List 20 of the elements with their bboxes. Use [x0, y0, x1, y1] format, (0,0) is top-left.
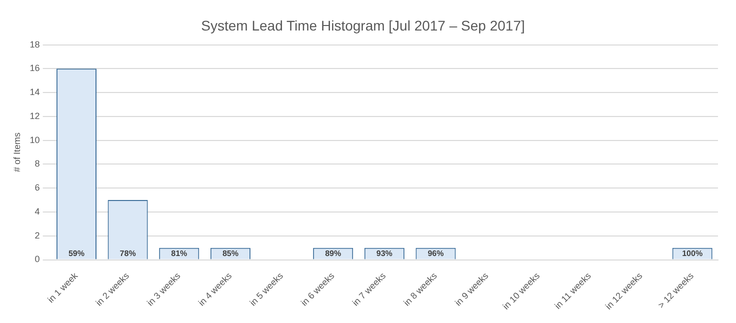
annotation: 59%: [68, 248, 84, 258]
annotation: 85%: [222, 248, 238, 258]
y-tick-label: 18: [30, 39, 40, 50]
y-tick-label: 8: [34, 158, 40, 169]
y-tick-label: 0: [34, 254, 40, 264]
y-axis-title: # of Items: [12, 132, 22, 172]
y-tick-label: 16: [30, 63, 40, 74]
y-tick-label: 14: [30, 87, 40, 98]
annotation: 78%: [120, 248, 136, 258]
annotation: 89%: [325, 248, 342, 258]
annotation: 81%: [171, 248, 188, 258]
annotation: 100%: [682, 248, 703, 258]
y-tick-label: 12: [30, 110, 40, 121]
y-tick-label: 4: [34, 206, 40, 216]
y-tick-label: 6: [34, 182, 40, 193]
chart-title: System Lead Time Histogram [Jul 2017 – Sep 2017]: [201, 17, 525, 34]
y-tick-label: 10: [30, 134, 40, 145]
annotation: 96%: [428, 248, 444, 258]
y-tick-label: 2: [34, 230, 40, 240]
annotation: 93%: [376, 248, 392, 258]
